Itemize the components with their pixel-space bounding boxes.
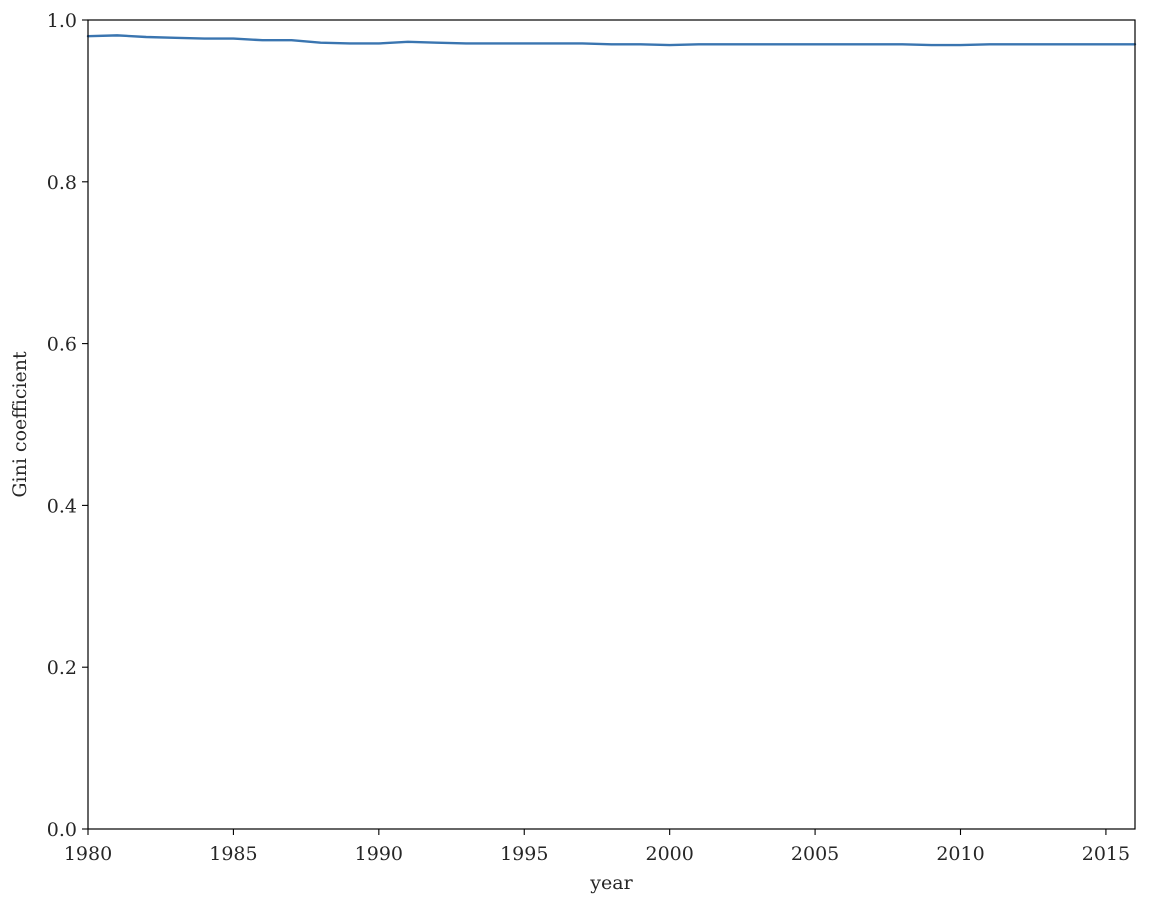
x-tick-label: 2015 bbox=[1082, 843, 1130, 865]
x-axis-ticks: 1980 1985 1990 1995 2000 2005 2010 2015 bbox=[64, 829, 1130, 865]
y-axis-label: Gini coefficient bbox=[9, 351, 31, 498]
series-line-0 bbox=[86, 34, 1137, 47]
x-tick-label: 2000 bbox=[645, 843, 693, 865]
y-tick-label: 0.8 bbox=[47, 172, 77, 194]
y-tick-label: 0.6 bbox=[47, 334, 77, 356]
x-tick-label: 2010 bbox=[936, 843, 984, 865]
y-tick-label: 0.0 bbox=[47, 819, 77, 841]
y-tick-label: 0.2 bbox=[47, 657, 77, 679]
plot-frame bbox=[87, 19, 1136, 830]
x-axis-label: year bbox=[589, 872, 633, 894]
y-axis-ticks: 0.0 0.2 0.4 0.6 0.8 1.0 bbox=[47, 10, 88, 841]
series-layer bbox=[86, 34, 1137, 47]
x-tick-label: 1985 bbox=[209, 843, 257, 865]
x-tick-label: 1995 bbox=[500, 843, 548, 865]
x-tick-label: 1980 bbox=[64, 843, 112, 865]
y-tick-label: 0.4 bbox=[47, 495, 77, 517]
x-tick-label: 1990 bbox=[355, 843, 403, 865]
x-tick-label: 2005 bbox=[791, 843, 839, 865]
y-tick-label: 1.0 bbox=[47, 10, 77, 32]
